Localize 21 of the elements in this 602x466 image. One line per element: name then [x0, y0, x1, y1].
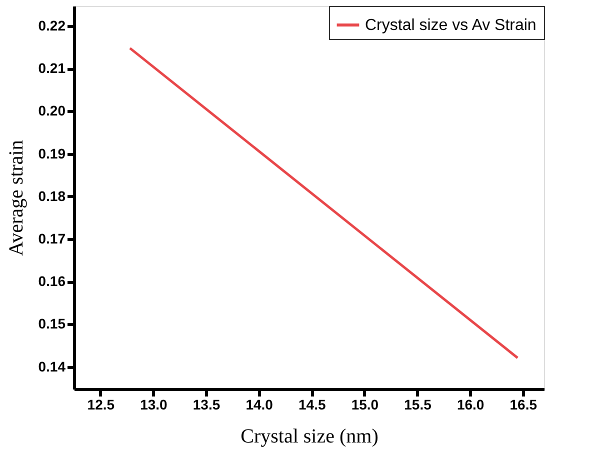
x-tick-label: 13.0	[140, 396, 168, 412]
y-tick-label: 0.15	[38, 316, 66, 332]
legend-label: Crystal size vs Av Strain	[365, 17, 536, 34]
x-tick-label: 16.5	[510, 396, 538, 412]
y-axis-title: Average strain	[5, 140, 28, 256]
x-tick-label: 15.5	[404, 396, 432, 412]
y-tick-label: 0.19	[38, 145, 66, 162]
x-tick-label: 12.5	[87, 396, 115, 412]
y-tick-label: 0.14	[38, 358, 66, 374]
x-tick-label: 14.0	[246, 396, 274, 412]
x-tick-label: 16.0	[456, 396, 484, 412]
y-tick-label: 0.18	[38, 188, 66, 204]
y-tick-label: 0.17	[38, 230, 66, 247]
x-tick-label: 15.0	[351, 396, 379, 412]
x-tick-label: 13.5	[192, 396, 220, 412]
y-tick-label: 0.21	[38, 60, 66, 76]
x-tick-label: 14.5	[298, 396, 326, 412]
x-axis-title: Crystal size (nm)	[240, 426, 378, 448]
y-tick-label: 0.22	[38, 18, 66, 34]
y-tick-label: 0.16	[38, 273, 66, 290]
y-tick-label: 0.20	[38, 102, 66, 119]
